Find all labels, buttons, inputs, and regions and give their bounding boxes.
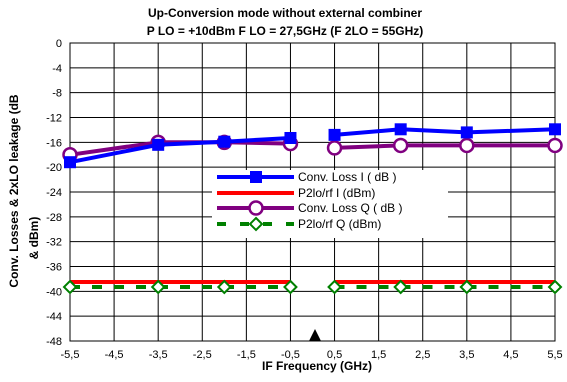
- y-tick-label: -16: [46, 137, 62, 149]
- x-tick-label: 2,5: [415, 349, 430, 361]
- data-point: [328, 128, 341, 141]
- data-point: [459, 279, 475, 295]
- y-tick-label: -8: [52, 88, 62, 100]
- data-point: [547, 279, 563, 295]
- data-point: [152, 138, 165, 151]
- y-tick-label: -20: [46, 162, 62, 174]
- y-tick-label: -32: [46, 237, 62, 249]
- data-point: [150, 279, 166, 295]
- y-tick-label: -24: [46, 187, 62, 199]
- data-point: [283, 279, 298, 295]
- legend: Conv. Loss I ( dB ) P2lo/rf I (dBm)Conv. …: [212, 170, 448, 238]
- data-point: [64, 156, 76, 169]
- legend-label: P2lo/rf Q (dBm): [298, 217, 381, 231]
- center-frequency-marker-icon: [309, 329, 321, 341]
- legend-label: Conv. Loss Q ( dB ): [298, 201, 402, 215]
- data-point: [547, 137, 563, 154]
- series-line: [334, 143, 555, 150]
- x-tick-label: 5,5: [547, 349, 562, 361]
- series-4: [62, 279, 563, 295]
- data-point: [549, 123, 561, 136]
- legend-label: P2lo/rf I (dBm): [298, 186, 375, 200]
- series-layer: [62, 123, 563, 295]
- y-tick-label: -12: [46, 113, 62, 125]
- x-tick-label: -2,5: [193, 349, 212, 361]
- x-tick-label: -0,5: [281, 349, 300, 361]
- y-axis-label-line1: Conv. Losses & 2xLO leakage (dB: [7, 94, 21, 288]
- y-axis-label-line2: & dBm): [27, 217, 41, 260]
- data-point: [327, 279, 342, 295]
- legend-marker: [250, 171, 262, 183]
- x-tick-label: -1,5: [237, 349, 256, 361]
- legend-label: Conv. Loss I ( dB ): [298, 170, 396, 184]
- tick-labels: 0 -4 -8 -12 -16 -20 -24 -28 -32 -36 -40 -44 -48-5,5 -…: [46, 38, 563, 361]
- x-tick-label: 4,5: [503, 349, 518, 361]
- y-tick-label: -36: [46, 262, 62, 274]
- y-tick-label: -48: [46, 336, 62, 348]
- data-point: [392, 137, 409, 154]
- data-point: [216, 279, 232, 295]
- x-tick-label: -3,5: [149, 349, 168, 361]
- series-1: [64, 123, 561, 169]
- data-point: [284, 131, 297, 144]
- data-point: [394, 123, 407, 136]
- x-axis-label: IF Frequency (GHz): [262, 359, 372, 373]
- y-tick-label: -4: [52, 63, 62, 75]
- chart-subtitle: P LO = +10dBm F LO = 27,5GHz (F 2LO = 55…: [147, 24, 424, 38]
- series-line: [69, 136, 291, 165]
- legend-marker: [248, 200, 264, 216]
- data-point: [218, 135, 231, 148]
- y-tick-label: -40: [46, 286, 62, 298]
- y-tick-label: -28: [46, 212, 62, 224]
- chart-title: Up-Conversion mode without external comb…: [148, 6, 422, 20]
- x-tick-label: 0,5: [327, 349, 342, 361]
- x-tick-label: 3,5: [459, 349, 474, 361]
- data-point: [460, 126, 473, 139]
- x-tick-label: -4,5: [105, 349, 124, 361]
- data-point: [459, 137, 475, 154]
- y-tick-label: 0: [56, 38, 62, 50]
- data-point: [393, 279, 409, 295]
- x-tick-label: -5,5: [61, 349, 80, 361]
- data-point: [62, 279, 78, 295]
- y-tick-label: -44: [46, 311, 62, 323]
- series-line: [334, 127, 556, 137]
- data-point: [326, 140, 343, 156]
- x-tick-label: 1,5: [371, 349, 386, 361]
- legend-marker: [248, 216, 264, 232]
